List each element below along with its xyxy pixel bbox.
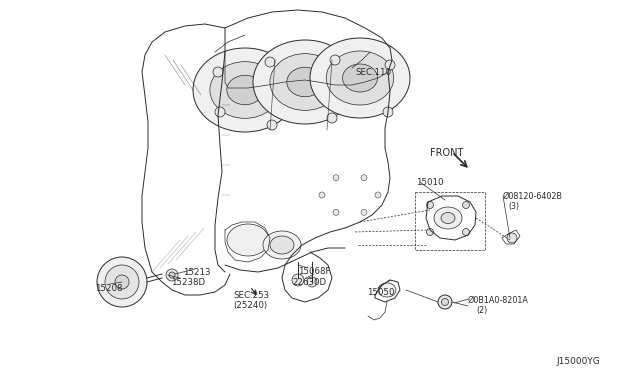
Text: SEC.110: SEC.110 bbox=[355, 68, 391, 77]
Circle shape bbox=[307, 277, 317, 287]
Ellipse shape bbox=[342, 64, 378, 92]
Bar bbox=[415, 192, 485, 250]
Ellipse shape bbox=[193, 48, 297, 132]
Circle shape bbox=[383, 107, 393, 117]
Circle shape bbox=[265, 57, 275, 67]
Circle shape bbox=[115, 275, 129, 289]
Circle shape bbox=[213, 67, 223, 77]
Circle shape bbox=[463, 202, 470, 208]
Ellipse shape bbox=[270, 54, 340, 110]
Text: 15208: 15208 bbox=[95, 284, 122, 293]
Circle shape bbox=[166, 269, 178, 281]
Circle shape bbox=[463, 228, 470, 235]
Ellipse shape bbox=[210, 62, 280, 118]
Ellipse shape bbox=[227, 75, 263, 105]
Circle shape bbox=[327, 113, 337, 123]
Circle shape bbox=[426, 228, 433, 235]
Circle shape bbox=[385, 60, 395, 70]
Ellipse shape bbox=[434, 207, 462, 229]
Circle shape bbox=[105, 265, 139, 299]
Text: 22630D: 22630D bbox=[292, 278, 326, 287]
Text: J15000YG: J15000YG bbox=[556, 357, 600, 366]
Text: 15050: 15050 bbox=[367, 288, 394, 297]
Ellipse shape bbox=[227, 224, 269, 256]
Text: Ø08120-6402B: Ø08120-6402B bbox=[503, 192, 563, 201]
Ellipse shape bbox=[441, 212, 455, 224]
Text: 15213: 15213 bbox=[183, 268, 211, 277]
Circle shape bbox=[333, 209, 339, 215]
Text: SEC.253: SEC.253 bbox=[233, 291, 269, 300]
Text: 15010: 15010 bbox=[416, 178, 444, 187]
Ellipse shape bbox=[287, 67, 323, 97]
Circle shape bbox=[267, 120, 277, 130]
Circle shape bbox=[215, 107, 225, 117]
Text: 15238D: 15238D bbox=[171, 278, 205, 287]
Text: (2): (2) bbox=[476, 306, 487, 315]
Text: FRONT: FRONT bbox=[430, 148, 463, 158]
Ellipse shape bbox=[253, 40, 357, 124]
Circle shape bbox=[442, 298, 449, 305]
Circle shape bbox=[333, 175, 339, 181]
Ellipse shape bbox=[310, 38, 410, 118]
Circle shape bbox=[319, 192, 325, 198]
Circle shape bbox=[361, 175, 367, 181]
Circle shape bbox=[375, 192, 381, 198]
Circle shape bbox=[169, 272, 175, 278]
Ellipse shape bbox=[326, 51, 394, 105]
Circle shape bbox=[97, 257, 147, 307]
Text: (25240): (25240) bbox=[233, 301, 267, 310]
Ellipse shape bbox=[378, 283, 396, 297]
Circle shape bbox=[507, 233, 517, 243]
Text: 15068F: 15068F bbox=[298, 267, 330, 276]
Text: Ø0B1A0-8201A: Ø0B1A0-8201A bbox=[468, 296, 529, 305]
Ellipse shape bbox=[270, 236, 294, 254]
Circle shape bbox=[438, 295, 452, 309]
Ellipse shape bbox=[263, 231, 301, 259]
Circle shape bbox=[330, 55, 340, 65]
Circle shape bbox=[292, 274, 304, 286]
Text: (3): (3) bbox=[508, 202, 519, 211]
Circle shape bbox=[426, 202, 433, 208]
Circle shape bbox=[361, 209, 367, 215]
